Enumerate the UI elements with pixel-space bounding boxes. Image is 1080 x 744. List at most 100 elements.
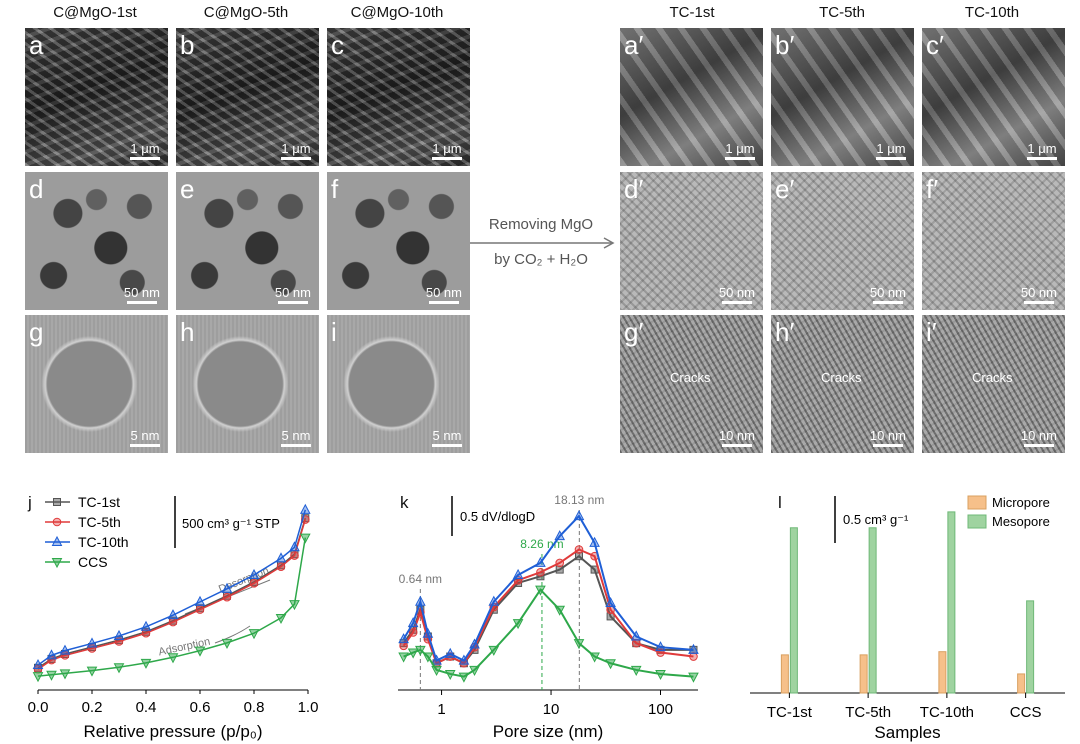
x-tick-label: 1.0 [298, 699, 319, 716]
data-point [32, 672, 44, 683]
data-point [194, 595, 206, 606]
data-point [415, 645, 426, 656]
micrograph-panel: d 50 nm [25, 172, 168, 310]
data-point [248, 568, 260, 579]
scale-bar: 10 nm [1021, 428, 1057, 447]
scale-bar-label: 5 nm [432, 428, 462, 443]
scale-bar: 10 nm [719, 428, 755, 447]
x-tick-label: TC-1st [767, 704, 813, 721]
column-title: C@MgO-1st [53, 4, 137, 21]
process-label-top: Removing MgO [488, 216, 594, 233]
column-title: TC-1st [669, 4, 715, 21]
data-point [555, 565, 564, 574]
data-point [631, 638, 641, 648]
data-point [415, 595, 426, 606]
x-tick-label: 10 [543, 701, 560, 718]
legend-label: TC-5th [78, 514, 121, 530]
series-line [403, 588, 694, 678]
data-point [299, 503, 311, 514]
bar [868, 527, 877, 694]
scale-bar: 5 nm [130, 428, 160, 447]
adsorption-arrow [214, 625, 251, 644]
scale-bar-label: 1 μm [281, 141, 311, 156]
scale-bar: 1 μm [130, 141, 160, 160]
data-point [422, 652, 434, 663]
data-point [574, 545, 584, 554]
data-point [630, 630, 642, 641]
panel-label: g [29, 317, 44, 347]
process-arrow [470, 237, 615, 249]
data-point [606, 605, 615, 615]
x-axis-label: Pore size (nm) [493, 722, 604, 741]
data-point [535, 585, 546, 596]
scale-bar: 1 μm [1027, 141, 1057, 160]
panel-label-k: k [400, 493, 409, 512]
legend-swatch [967, 514, 987, 529]
data-point [299, 533, 311, 544]
scale-bar-line [130, 157, 160, 160]
data-point [32, 658, 44, 670]
micrograph-panel: i 5 nm [327, 315, 470, 453]
x-tick-label: 0.8 [244, 699, 265, 716]
x-tick-label: 0.2 [82, 699, 103, 716]
data-point [86, 637, 98, 648]
data-point [221, 582, 233, 593]
data-point [398, 633, 409, 644]
legend-label: TC-1st [78, 494, 120, 510]
panel-label: h′ [775, 317, 795, 347]
series-line [402, 554, 694, 665]
bar [1026, 600, 1035, 694]
data-point [194, 646, 206, 657]
scale-bar-label: 5 nm [130, 428, 160, 443]
data-point [488, 645, 500, 656]
x-axis-label: Samples [874, 723, 940, 742]
micrograph-panel: f′ 50 nm [922, 172, 1065, 310]
scale-bar-label: 1 μm [130, 141, 160, 156]
micrograph-panel: i′ 10 nm Cracks [922, 315, 1065, 453]
annotation: 18.13 nm [554, 493, 604, 507]
data-point [605, 596, 616, 608]
data-point [655, 641, 666, 652]
process-label-bottom: by CO₂ + H₂O [494, 251, 588, 268]
scale-bar: 1 μm [432, 141, 462, 160]
data-point [555, 558, 565, 568]
data-point [589, 536, 600, 547]
scale-bar-label: 0.5 cm³ g⁻¹ [843, 512, 909, 527]
micrograph-panel: a 1 μm [25, 28, 168, 166]
scale-bar: 5 nm [281, 428, 311, 447]
panel-label: b [180, 30, 195, 60]
scale-bar-line [876, 157, 906, 160]
panel-label: a′ [624, 30, 644, 60]
annotation: 8.26 nm [520, 537, 563, 551]
series-line [402, 514, 694, 662]
data-point [554, 530, 566, 541]
scale-bar: 10 nm [870, 428, 906, 447]
micrograph-panel: h 5 nm [176, 315, 319, 453]
cracks-annotation: Cracks [821, 370, 862, 385]
scale-bar-label: 0.5 dV/dlogD [460, 509, 535, 524]
data-point [535, 556, 546, 567]
data-point [605, 659, 616, 670]
panel-label: e [180, 174, 195, 204]
data-point [113, 663, 125, 674]
scale-bar: 5 nm [432, 428, 462, 447]
scale-bar-label: 50 nm [274, 285, 311, 300]
data-point [59, 669, 71, 680]
micrograph-panel: g′ 10 nm Cracks [620, 315, 763, 453]
scale-bar: 50 nm [719, 285, 755, 304]
data-point [51, 535, 63, 546]
x-tick-label: 0.0 [28, 699, 49, 716]
bar [789, 527, 798, 694]
series-line [402, 548, 694, 665]
cracks-annotation: Cracks [670, 370, 711, 385]
scale-bar-line [1023, 301, 1054, 304]
panel-label-l: l [778, 493, 782, 512]
legend-label: Mesopore [992, 514, 1050, 529]
panel-label: c′ [926, 30, 944, 60]
panel-label: b′ [775, 30, 795, 60]
micrograph-panel: h′ 10 nm Cracks [771, 315, 914, 453]
data-point [221, 638, 233, 649]
data-point [195, 605, 205, 614]
data-point [141, 628, 151, 638]
data-point [275, 613, 287, 625]
